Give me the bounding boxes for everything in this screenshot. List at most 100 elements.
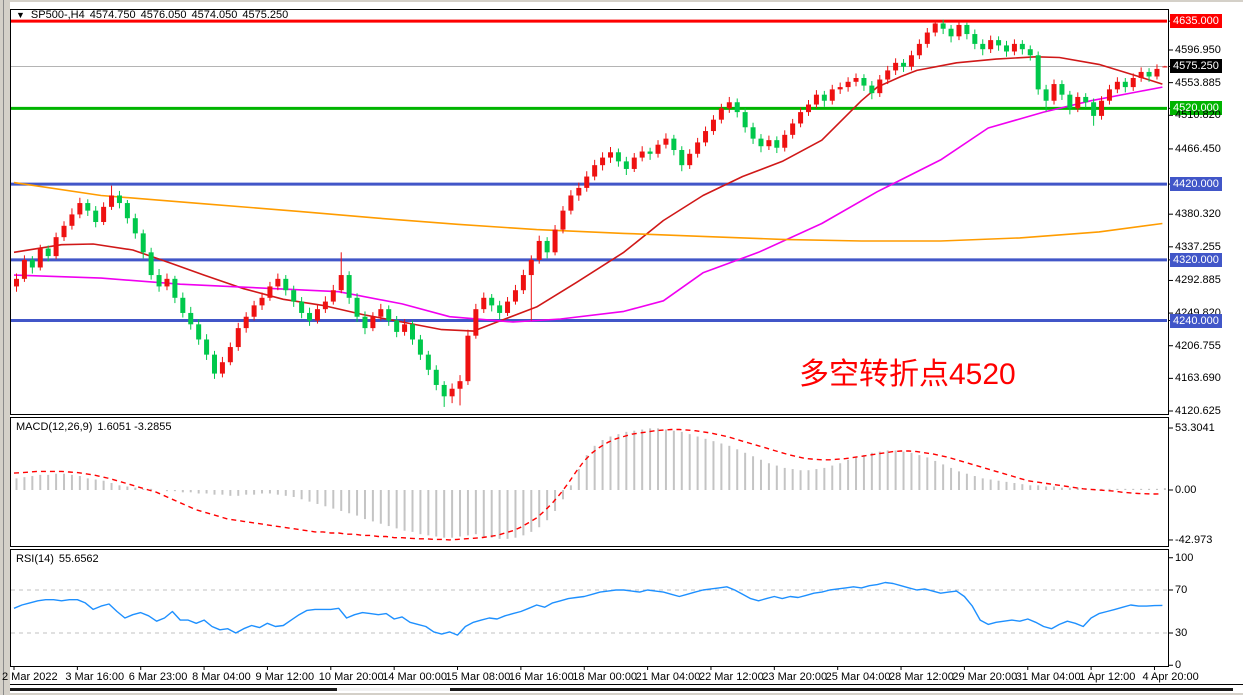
time-label: 9 Mar 12:00 (255, 671, 315, 683)
candle-body (845, 81, 851, 88)
candle-body (1130, 78, 1136, 88)
candle-body (932, 23, 938, 33)
time-label: 15 Mar 08:00 (445, 671, 511, 683)
scrollbar-segment[interactable] (450, 688, 1233, 691)
candle-body (972, 34, 978, 44)
ohlc-high: 4576.050 (140, 9, 187, 21)
scrollbar-segment[interactable] (337, 688, 450, 691)
candle-body (196, 324, 202, 340)
candle-body (893, 62, 899, 71)
candle-body (647, 151, 653, 154)
candle-body (1051, 84, 1057, 101)
scale-label: 4596.950 (1175, 44, 1221, 56)
time-label: 4 Apr 20:00 (1142, 671, 1199, 683)
candle-body (204, 339, 210, 355)
scale-label: -42.973 (1175, 533, 1213, 546)
h-scrollbar[interactable] (0, 688, 1243, 691)
rsi-value: 55.6562 (58, 553, 99, 565)
scrollbar-segment[interactable] (10, 688, 337, 691)
time-label: 25 Mar 04:00 (825, 671, 891, 683)
candle-body (93, 210, 99, 223)
candle-body (695, 142, 701, 154)
candle-body (1027, 49, 1033, 56)
candle-body (750, 127, 756, 139)
macd-values: 1.6051 -3.2855 (97, 421, 172, 433)
candle-body (1122, 81, 1128, 88)
candle-body (568, 195, 574, 211)
candles (14, 19, 1168, 407)
symbol-dropdown-icon[interactable]: ▼ (16, 10, 25, 20)
candle-body (481, 297, 487, 310)
scale-label: 4292.885 (1175, 274, 1221, 287)
candle-body (378, 309, 384, 317)
ma-orange (13, 181, 1163, 242)
time-label: 1 Apr 12:00 (1079, 671, 1136, 683)
candle-body (1146, 71, 1152, 77)
price-scale[interactable]: 4635.000 4596.950 4575.250 4553.885 4520.000… (1168, 0, 1243, 695)
candle-body (703, 131, 709, 143)
time-label: 2 Mar 2022 (2, 671, 58, 683)
candle-body (528, 259, 534, 276)
rsi-name: RSI(14) (16, 553, 54, 565)
scale-label: 4163.690 (1175, 372, 1221, 385)
candle-body (497, 305, 503, 313)
candle-body (417, 339, 423, 355)
time-label: 23 Mar 20:00 (762, 671, 828, 683)
symbol-name: SP500-,H4 (30, 9, 85, 21)
candle-body (275, 278, 281, 287)
candle-body (829, 89, 835, 101)
candle-body (726, 102, 732, 109)
candle-body (1075, 96, 1081, 109)
candle-body (964, 24, 970, 35)
time-axis[interactable]: 2 Mar 2022 3 Mar 16:00 6 Mar 23:00 8 Mar 04… (0, 666, 1243, 686)
candle-body (916, 43, 922, 56)
candle-body (124, 203, 130, 219)
candle-body (924, 32, 930, 44)
candle-body (140, 233, 146, 253)
candle-body (512, 290, 518, 302)
candle-body (457, 381, 463, 389)
candle-body (148, 252, 154, 276)
candle-body (116, 195, 122, 204)
candle-body (219, 362, 225, 374)
scale-label: 4466.450 (1175, 142, 1221, 155)
candle-body (536, 240, 542, 260)
ohlc-open: 4574.750 (89, 9, 136, 21)
candle-body (663, 138, 669, 145)
candle-body (813, 94, 819, 105)
ma-red (13, 56, 1163, 332)
candle-body (243, 316, 249, 329)
candle-body (988, 40, 994, 50)
candle-body (29, 259, 35, 268)
candle-body (861, 78, 867, 86)
candle-body (679, 150, 685, 166)
candle-body (869, 85, 875, 94)
candle-body (109, 195, 115, 207)
ohlc-low: 4574.050 (191, 9, 238, 21)
candle-body (584, 176, 590, 188)
candle-body (758, 138, 764, 147)
candle-body (307, 312, 313, 321)
candle-body (1067, 94, 1073, 109)
candle-body (687, 153, 693, 166)
candle-body (101, 206, 107, 223)
scale-label: 4120.625 (1175, 405, 1221, 417)
scale-label: 0.00 (1175, 484, 1197, 496)
candle-body (766, 140, 772, 147)
candle-body (560, 210, 566, 230)
candle-body (908, 55, 914, 67)
scale-label: 4206.755 (1175, 339, 1221, 352)
time-label: 14 Mar 00:00 (382, 671, 447, 683)
scale-label: 100 (1175, 551, 1194, 564)
candle-body (61, 225, 67, 238)
candle-body (1043, 89, 1049, 101)
candle-body (21, 259, 27, 279)
candle-body (552, 229, 558, 253)
candle-body (790, 123, 796, 135)
candle-body (85, 203, 91, 211)
panel-borders (10, 9, 1243, 685)
ohlc-close: 4575.250 (242, 9, 289, 21)
rsi-line (13, 581, 1163, 636)
